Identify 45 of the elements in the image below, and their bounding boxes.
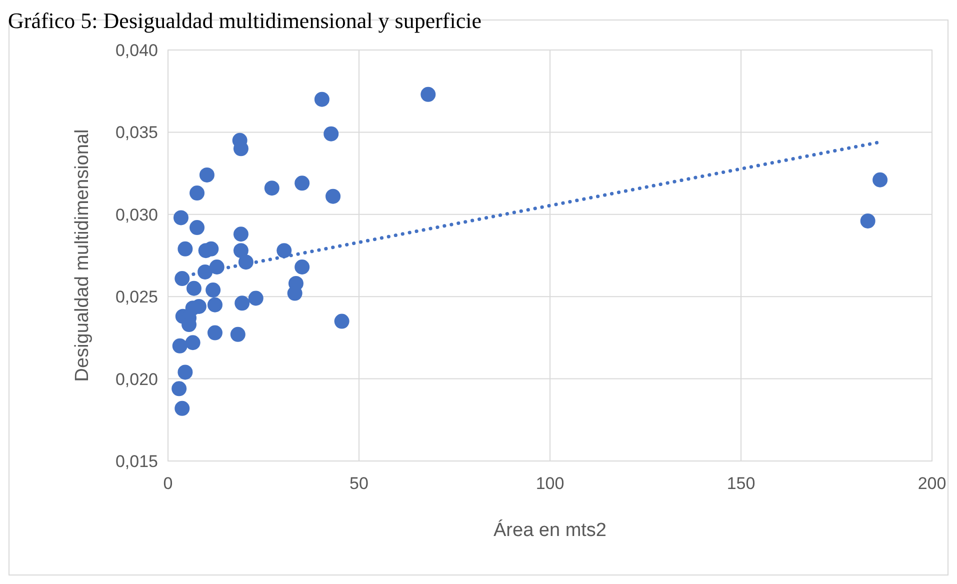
- x-tick-label: 200: [918, 474, 946, 493]
- point: [287, 286, 302, 301]
- y-axis-title: Desigualdad multidimensional: [72, 129, 93, 382]
- point: [420, 86, 436, 102]
- point: [173, 210, 188, 226]
- y-tick-label: 0,040: [115, 40, 158, 60]
- point: [334, 314, 350, 329]
- point: [248, 290, 264, 306]
- point: [199, 167, 214, 182]
- x-axis-title: Área en mts2: [494, 519, 606, 541]
- x-tick-label: 50: [350, 474, 368, 493]
- point: [234, 296, 250, 311]
- point: [276, 243, 292, 258]
- point: [172, 381, 187, 396]
- y-tick-label: 0,015: [115, 452, 158, 471]
- point: [185, 335, 200, 350]
- point: [178, 364, 193, 380]
- point: [206, 282, 221, 298]
- y-tick-label: 0,020: [115, 370, 158, 389]
- point: [233, 226, 248, 242]
- point: [860, 213, 876, 228]
- point: [172, 338, 188, 354]
- point: [207, 297, 222, 312]
- y-tick-label: 0,035: [115, 123, 158, 142]
- point: [190, 186, 205, 201]
- x-tick-label: 100: [536, 474, 564, 493]
- point: [174, 400, 190, 416]
- point: [294, 176, 310, 191]
- point: [178, 241, 193, 256]
- point: [294, 260, 310, 275]
- y-tick-label: 0,025: [115, 288, 158, 307]
- point: [190, 220, 205, 236]
- point: [207, 325, 222, 340]
- point: [324, 126, 339, 142]
- x-tick-label: 0: [163, 474, 173, 493]
- point: [314, 92, 330, 107]
- point: [230, 326, 246, 342]
- y-tick-label: 0,030: [115, 205, 158, 224]
- chart-title: Gráfico 5: Desigualdad multidimensional y superficie: [8, 8, 482, 33]
- point: [872, 172, 888, 188]
- point: [264, 180, 280, 196]
- point: [233, 243, 248, 258]
- point: [326, 188, 341, 204]
- x-tick-label: 150: [726, 474, 756, 493]
- point: [186, 280, 202, 296]
